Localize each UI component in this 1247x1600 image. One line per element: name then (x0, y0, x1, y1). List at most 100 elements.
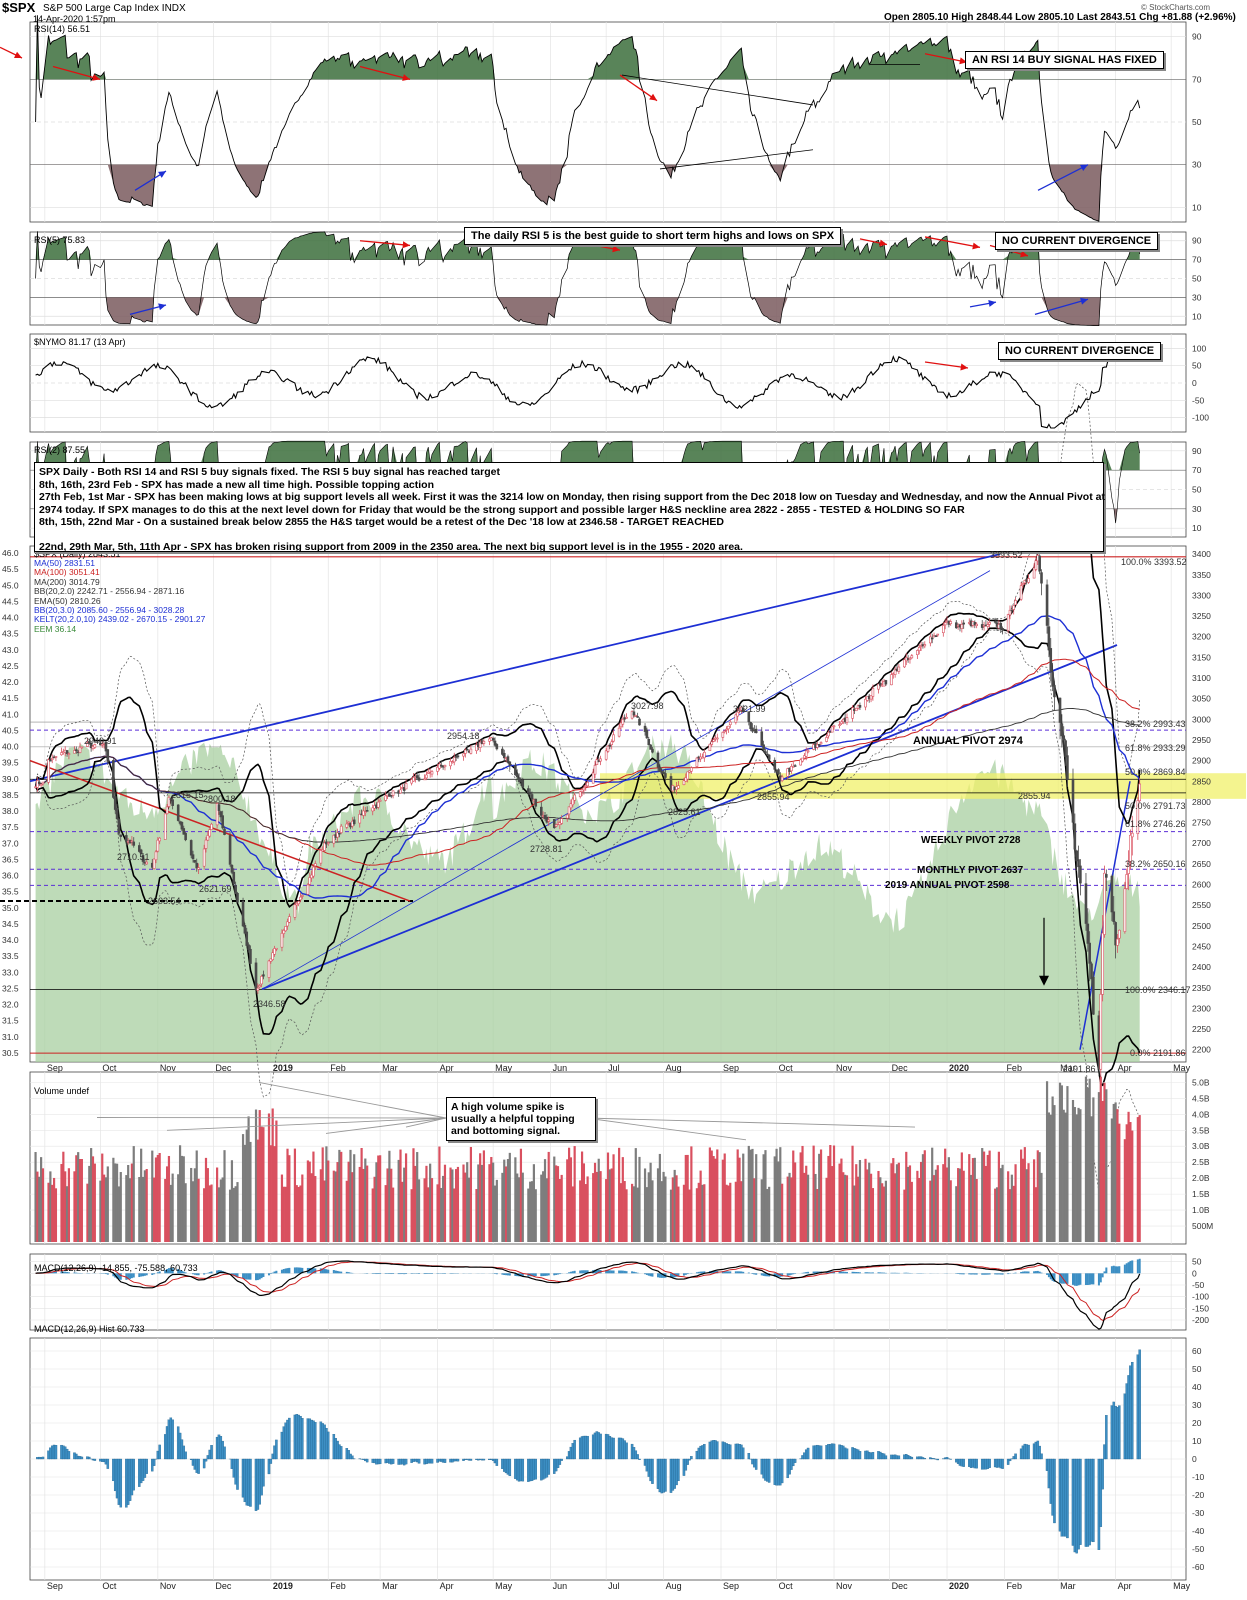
macd-hist-bar (153, 1273, 156, 1275)
volume-bar (293, 1148, 297, 1242)
volume-bar (897, 1162, 900, 1242)
macd-hist-bar (555, 1273, 558, 1275)
candle-body (145, 861, 149, 865)
macd-hist-bar (634, 1272, 637, 1274)
macd-hist-bar (866, 1272, 869, 1274)
macd-hist-bar (994, 1273, 997, 1275)
candle-body (347, 821, 350, 824)
support-zone-highlight (600, 773, 1246, 799)
candle-body (182, 828, 186, 835)
volume-bar (451, 1169, 454, 1242)
candle-body (1051, 672, 1054, 687)
candle-body (942, 625, 945, 634)
volume-bar (832, 1145, 836, 1242)
volume-bar (853, 1185, 856, 1242)
macd-hist-bar (1034, 1271, 1037, 1274)
price-label-2954: 2954.18 (447, 731, 480, 741)
candle-body (708, 743, 712, 752)
macd-hist-bar (636, 1272, 639, 1274)
hist-bar (223, 1446, 226, 1460)
hist-bar (599, 1433, 602, 1460)
macd-hist-bar (112, 1273, 115, 1277)
candle-body (152, 858, 156, 869)
volume-bar (879, 1177, 882, 1242)
volume-bar (838, 1163, 841, 1242)
price-axis-tick: 3250 (1192, 611, 1211, 621)
candle-body (204, 839, 208, 849)
volume-bar (819, 1149, 823, 1242)
macd-hist-bar (143, 1273, 146, 1276)
volume-bar (288, 1155, 291, 1242)
hist-bar (171, 1419, 174, 1460)
candle-body (734, 714, 738, 723)
macd-hist-bar (697, 1271, 700, 1274)
macd-hist-bar (1092, 1273, 1095, 1285)
volume-bar (91, 1156, 95, 1242)
volume-bar (1118, 1123, 1121, 1242)
macd-hist-bar (1114, 1266, 1117, 1274)
candle-body (132, 841, 136, 846)
volume-bar (156, 1154, 159, 1242)
volume-bar (323, 1180, 326, 1242)
macd-hist-bar (883, 1272, 886, 1274)
price-label-2855: 2855.94 (757, 792, 790, 802)
macd-axis-tick: -200 (1192, 1315, 1209, 1325)
candle-body (986, 624, 990, 627)
candle-body (767, 754, 771, 760)
hist-bar (88, 1456, 91, 1460)
volume-bar (669, 1189, 673, 1242)
macd-hist-bar (216, 1270, 219, 1274)
hist-bar (249, 1458, 252, 1507)
macd-hist-bar (777, 1273, 780, 1277)
volume-bar (556, 1166, 560, 1242)
candle-body (1040, 572, 1043, 584)
volume-bar (630, 1183, 634, 1242)
x-tick-label: Oct (779, 1063, 794, 1073)
volume-bar (284, 1186, 287, 1242)
macd-hist-bar (645, 1273, 648, 1275)
volume-bar (608, 1169, 611, 1242)
volume-bar (1060, 1085, 1063, 1242)
volume-axis-tick: 4.5B (1192, 1093, 1210, 1103)
candle-body (412, 777, 415, 782)
macd-hist-bar (267, 1273, 270, 1276)
macd-hist-bar (644, 1273, 647, 1275)
volume-bar (777, 1161, 780, 1242)
candle-body (703, 751, 706, 759)
volume-bar (475, 1189, 478, 1242)
price-axis-tick: 3150 (1192, 652, 1211, 662)
volume-bar (204, 1157, 208, 1242)
macd-hist-bar (64, 1271, 67, 1274)
price-axis-tick: 2300 (1192, 1003, 1211, 1013)
volume-bar (275, 1120, 278, 1242)
volume-bar (301, 1174, 304, 1242)
rsi2-axis-tick: 70 (1192, 465, 1202, 475)
volume-bar (114, 1163, 117, 1242)
volume-axis-tick: 1.5B (1192, 1189, 1210, 1199)
macd-hist-bar (699, 1271, 702, 1274)
macd-hist-bar (193, 1273, 196, 1275)
volume-bar (425, 1165, 428, 1242)
candle-body (180, 822, 184, 830)
rsi14-signal-note: AN RSI 14 BUY SIGNAL HAS FIXED (965, 51, 1164, 69)
macd-hist-bar (312, 1268, 315, 1274)
candle-body (632, 711, 636, 716)
macd-hist-bar (125, 1273, 128, 1280)
candle-body (1079, 865, 1082, 884)
macd-hist-bar (723, 1271, 726, 1274)
macd-hist-bar (673, 1273, 676, 1278)
macd-hist-bar (495, 1273, 498, 1275)
hist-bar (1105, 1415, 1108, 1460)
hist-bar (351, 1455, 354, 1460)
volume-bar (792, 1150, 795, 1242)
macd-hist-bar (338, 1271, 341, 1274)
x-tick-label: Sep (47, 1581, 63, 1591)
volume-bar (466, 1162, 469, 1242)
candle-body (49, 758, 52, 762)
macd-hist-bar (230, 1273, 233, 1275)
candle-body (228, 835, 232, 865)
candle-body (916, 650, 919, 656)
hist-bar (664, 1458, 667, 1492)
eem-axis-tick: 39.5 (2, 758, 19, 768)
volume-bar (606, 1152, 610, 1242)
